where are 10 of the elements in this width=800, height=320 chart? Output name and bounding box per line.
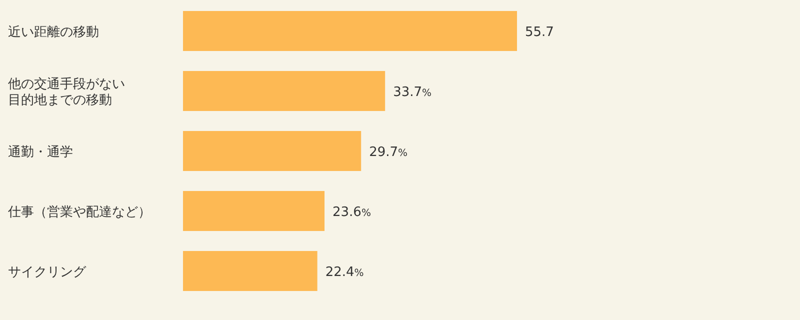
category-label: 近い距離の移動 (8, 25, 99, 40)
category-label: 仕事（営業や配達など） (8, 205, 151, 220)
category-label: サイクリング (8, 265, 86, 280)
value-label: 23.6% (332, 205, 371, 220)
category-label: 他の交通手段がない目的地までの移動 (8, 77, 125, 108)
value-label: 22.4% (325, 265, 364, 280)
category-label: 通勤・通学 (8, 145, 73, 160)
value-label: 29.7% (369, 145, 408, 160)
value-label: 55.7 (525, 25, 554, 40)
value-label: 33.7% (393, 85, 432, 100)
